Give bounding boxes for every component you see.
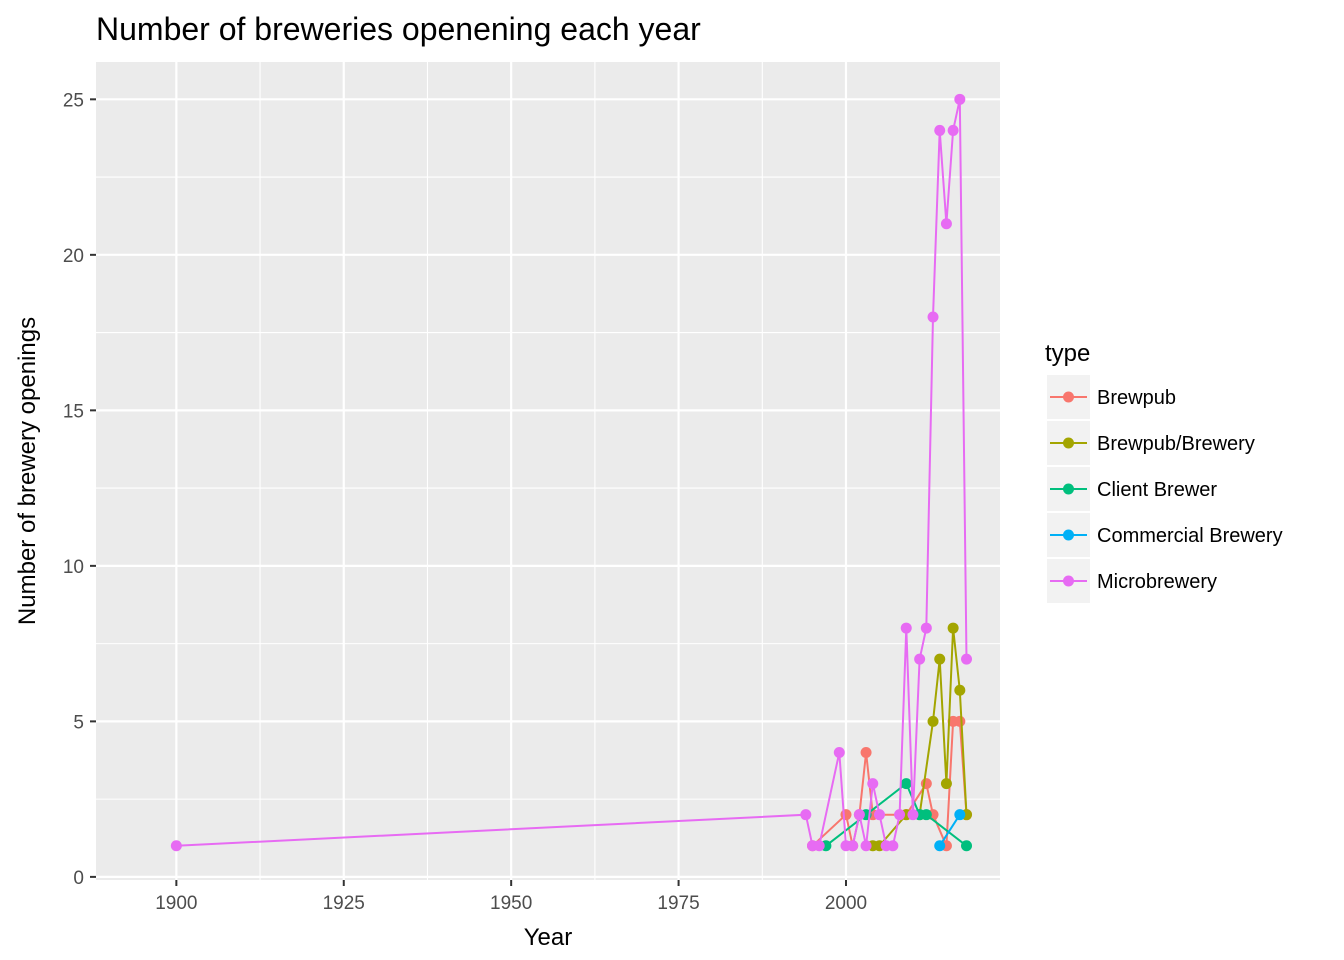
data-point [954,93,966,105]
x-tick-label: 2000 [825,893,867,914]
data-point [954,684,966,696]
data-point [900,778,912,790]
axes: 1900 1925 1950 1975 2000 0 5 10 15 20 25 [63,90,867,914]
y-tick-label: 25 [63,90,84,111]
data-point [934,840,946,852]
y-tick-label: 10 [63,557,84,578]
x-tick-label: 1975 [657,893,699,914]
x-axis-title: Year [524,924,573,951]
data-point [914,653,926,665]
x-tick-label: 1925 [323,893,365,914]
data-point [920,778,932,790]
data-point [934,653,946,665]
y-tick-label: 15 [63,401,84,422]
data-point [927,311,939,323]
y-tick-label: 0 [73,868,84,889]
data-point [947,622,959,634]
data-point [920,622,932,634]
legend-key-point [1063,575,1074,587]
data-point [873,809,885,821]
data-point [940,778,952,790]
data-point [170,840,182,852]
data-point [833,746,845,758]
x-tick-label: 1950 [490,893,532,914]
data-point [934,124,946,136]
data-point [847,840,859,852]
data-point [860,840,872,852]
data-point [853,809,865,821]
legend-label: Brewpub/Brewery [1097,433,1255,455]
legend-key-point [1063,437,1074,449]
legend-key-point [1063,483,1074,495]
y-tick-label: 5 [73,712,84,733]
chart-title: Number of breweries openening each year [96,11,701,47]
legend-key-point [1063,529,1074,541]
x-tick-label: 1900 [155,893,197,914]
legend: type Brewpub Brewpub/Brewery Client Brewer… [1045,340,1283,603]
legend-label: Client Brewer [1097,479,1217,501]
data-point [840,809,852,821]
y-axis-title: Number of brewery openings [14,317,41,625]
legend-label: Commercial Brewery [1097,525,1283,547]
data-point [940,218,952,230]
data-point [894,809,906,821]
legend-title: type [1045,340,1090,367]
series-layer [170,93,973,852]
gridlines [96,62,1000,880]
data-point [927,715,939,727]
data-point [860,746,872,758]
data-point [947,124,959,136]
legend-label: Brewpub [1097,387,1176,409]
series-line-3 [938,814,961,847]
data-point [961,653,973,665]
data-point [887,840,899,852]
data-point [954,809,966,821]
legend-label: Microbrewery [1097,571,1217,593]
data-point [800,809,812,821]
legend-key-point [1063,391,1074,403]
data-point [867,778,879,790]
data-point [920,809,932,821]
data-point [907,809,919,821]
data-point [961,840,973,852]
y-tick-label: 20 [63,246,84,267]
data-point [954,715,966,727]
data-point [900,622,912,634]
data-point [813,840,825,852]
plot-panel [96,62,1000,880]
series-line-1 [872,627,968,847]
